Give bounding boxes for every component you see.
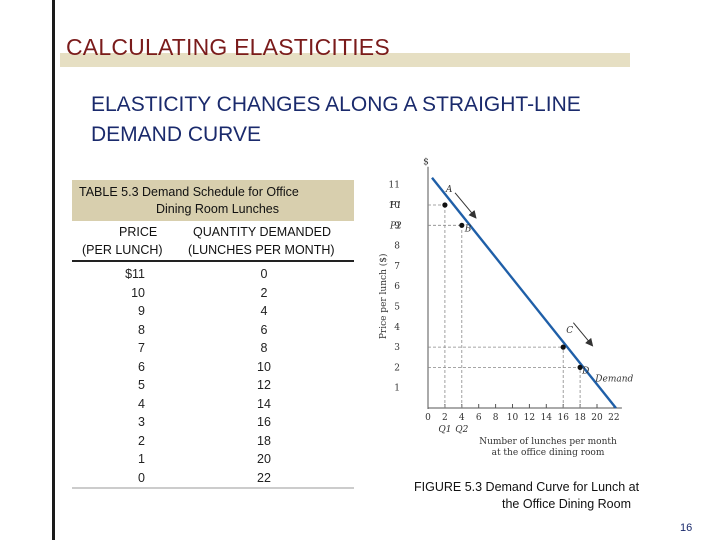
figure-caption-line1: FIGURE 5.3 Demand Curve for Lunch at <box>414 480 640 494</box>
figure-caption-line2: the Office Dining Room <box>502 497 631 511</box>
y-tick-label: 11 <box>389 181 400 191</box>
header-qty-line1: QUANTITY DEMANDED <box>193 225 331 239</box>
point-label-c: C <box>566 326 573 336</box>
p1-label: P1 <box>389 201 402 211</box>
y-tick-label: 1 <box>394 384 400 394</box>
table-cell-quantity: 6 <box>260 322 268 337</box>
y-tick-label: 7 <box>394 262 400 272</box>
table-cell-price: 7 <box>138 341 145 355</box>
table-cell-quantity: 22 <box>257 470 271 485</box>
slide-title: CALCULATING ELASTICITIES <box>66 34 390 60</box>
x-tick-label: 12 <box>524 413 535 423</box>
x-tick-label: 20 <box>591 413 603 423</box>
table-cell-quantity: 20 <box>257 452 271 466</box>
point-d <box>577 364 583 370</box>
header-price-line1: PRICE <box>119 225 158 239</box>
point-label-a: A <box>445 185 453 195</box>
table-caption: TABLE 5.3 Demand Schedule for Office Din… <box>72 180 354 221</box>
page-number: 16 <box>680 522 693 534</box>
arrow-a-to-b <box>454 192 477 219</box>
table-cell-quantity: 12 <box>257 378 271 392</box>
x-tick-label: 4 <box>459 413 465 423</box>
x-tick-label: 6 <box>476 413 482 423</box>
figure-caption: FIGURE 5.3 Demand Curve for Lunch at the… <box>414 479 639 513</box>
header-price-line2: (PER LUNCH) <box>82 243 163 257</box>
x-tick-label: 18 <box>574 413 586 423</box>
table-cell-price: 9 <box>138 304 145 318</box>
y-tick-label: 5 <box>394 303 400 313</box>
table-cell-price: 6 <box>138 359 145 374</box>
table-cell-price: $11 <box>125 267 145 281</box>
arrow-c-to-d <box>572 322 594 347</box>
y-tick-label: 2 <box>394 363 400 373</box>
table-cell-price: 2 <box>138 433 145 448</box>
q2-label: Q2 <box>455 425 468 435</box>
table-caption-line2: Dining Room Lunches <box>156 202 279 216</box>
y-axis-top-label: $ <box>423 158 429 168</box>
y-tick-label: 3 <box>394 343 400 353</box>
table-cell-price: 1 <box>138 452 145 466</box>
table-cell-price: 0 <box>138 470 145 485</box>
y-tick-label: 6 <box>394 282 400 292</box>
point-b <box>459 222 465 228</box>
demand-line <box>431 176 617 409</box>
table-cell-price: 5 <box>138 378 145 392</box>
point-a <box>442 202 448 208</box>
table-top-rule <box>72 260 354 262</box>
table-cell-price: 10 <box>131 285 145 300</box>
x-axis-label-line2: at the office dining room <box>492 448 605 458</box>
demand-line-label: Demand <box>594 375 633 385</box>
table-bottom-rule <box>72 487 354 489</box>
table-cell-quantity: 8 <box>260 341 268 355</box>
x-tick-label: 0 <box>425 413 431 423</box>
table-cell-quantity: 18 <box>257 433 271 448</box>
y-tick-label: 9 <box>394 221 400 231</box>
y-tick-label: 8 <box>394 242 400 252</box>
title-underline-band <box>60 53 630 67</box>
y-tick-label: 10 <box>389 201 401 211</box>
price-column: $11 10 9 8 7 6 5 4 3 2 1 0 <box>100 265 145 487</box>
x-tick-label: 22 <box>608 413 619 423</box>
x-tick-label: 14 <box>541 413 553 423</box>
table-cell-quantity: 16 <box>257 415 271 429</box>
p2-label: P2 <box>389 221 402 231</box>
point-label-d: D <box>581 366 589 376</box>
x-tick-label: 16 <box>557 413 569 423</box>
point-c <box>560 344 566 350</box>
table-cell-quantity: 14 <box>257 396 271 411</box>
quantity-column: 0 2 4 6 8 10 12 14 16 18 20 22 <box>238 265 290 487</box>
y-axis-label: Price per lunch ($) <box>378 254 389 340</box>
x-tick-label: 2 <box>442 413 448 423</box>
x-tick-label: 8 <box>493 413 499 423</box>
table-cell-price: 3 <box>138 415 145 429</box>
table-cell-quantity: 10 <box>257 359 271 374</box>
table-cell-price: 8 <box>138 322 145 337</box>
point-label-b: B <box>464 224 472 234</box>
y-tick-label: 4 <box>394 323 400 333</box>
slide-subtitle: ELASTICITY CHANGES ALONG A STRAIGHT-LINE… <box>91 93 581 146</box>
table-caption-line1: TABLE 5.3 Demand Schedule for Office <box>79 185 299 199</box>
table-cell-quantity: 2 <box>260 285 268 300</box>
table-cell-quantity: 0 <box>260 267 268 281</box>
table-cell-quantity: 4 <box>260 304 268 318</box>
x-tick-label: 10 <box>507 413 519 423</box>
x-axis-label-line1: Number of lunches per month <box>479 437 617 447</box>
table-cell-price: 4 <box>138 396 145 411</box>
header-qty-line2: (LUNCHES PER MONTH) <box>188 243 335 257</box>
q1-label: Q1 <box>438 425 451 435</box>
left-accent-bar <box>52 0 55 540</box>
